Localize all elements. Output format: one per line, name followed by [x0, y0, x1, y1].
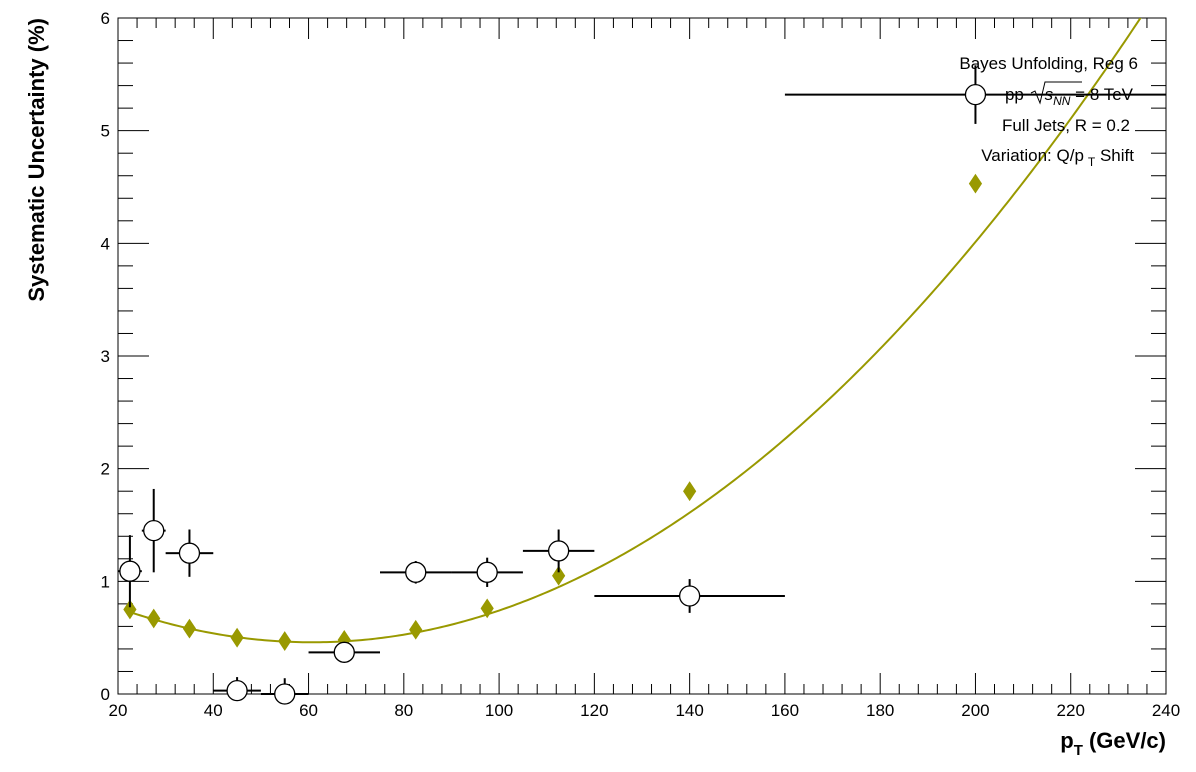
circle-point	[260, 678, 309, 705]
info-line-2-sub: NN	[1053, 94, 1071, 108]
info-line-4-sub: T	[1088, 155, 1096, 169]
diamond-point	[123, 599, 137, 620]
circle-series	[118, 65, 1166, 705]
y-tick-label: 1	[101, 572, 110, 591]
circle-marker	[964, 83, 987, 106]
diamond-point	[552, 565, 566, 586]
sqrt-sign	[1030, 81, 1082, 105]
y-tick-label: 2	[101, 460, 110, 479]
circle-marker	[405, 561, 427, 583]
diamond-point	[182, 618, 197, 639]
info-line-4-pre: Variation: Q/p	[981, 146, 1084, 165]
x-tick-label: 120	[580, 701, 608, 720]
diamond-point	[409, 619, 423, 640]
axis-ticks	[117, 17, 1167, 695]
circle-marker	[476, 561, 498, 583]
circle-point	[451, 557, 523, 587]
fit-curve	[129, 18, 1142, 644]
y-tick-label: 3	[101, 347, 110, 366]
diamond-point	[278, 631, 292, 651]
info-block: Bayes Unfolding, Reg 6 pp sNN = 8 TeV Fu…	[959, 54, 1138, 169]
circle-marker	[333, 641, 355, 663]
diamond-point	[147, 608, 161, 629]
y-axis-title: Systematic Uncertainty (%)	[24, 18, 49, 302]
x-tick-label: 240	[1152, 701, 1180, 720]
circle-marker	[143, 519, 165, 542]
fit-layer	[129, 18, 1142, 644]
x-tick-label: 100	[485, 701, 513, 720]
x-axis-title-unit: (GeV/c)	[1083, 728, 1166, 753]
circle-point	[594, 579, 785, 613]
x-tick-label: 80	[394, 701, 413, 720]
x-axis-title-p: p	[1060, 728, 1073, 753]
circle-point	[784, 65, 1166, 124]
x-tick-label: 180	[866, 701, 894, 720]
info-line-1: Bayes Unfolding, Reg 6	[959, 54, 1138, 73]
circle-point	[118, 535, 142, 608]
diamond-point	[230, 627, 244, 648]
x-tick-label: 200	[961, 701, 989, 720]
info-line-4-post: Shift	[1095, 146, 1134, 165]
circle-point	[380, 561, 452, 584]
circle-marker	[547, 540, 570, 562]
circle-marker	[226, 679, 248, 702]
x-axis-title-sub: T	[1074, 742, 1083, 759]
y-tick-label: 4	[101, 234, 110, 253]
circle-marker	[274, 683, 296, 705]
diamond-point	[683, 481, 697, 502]
circle-point	[522, 529, 595, 573]
diamond-point	[480, 598, 494, 619]
x-tick-label: 20	[109, 701, 128, 720]
x-tick-label: 160	[771, 701, 799, 720]
x-tick-label: 140	[675, 701, 703, 720]
y-tick-label: 5	[101, 122, 110, 141]
circle-point	[213, 677, 261, 702]
y-tick-label: 0	[101, 685, 110, 704]
circle-point	[141, 488, 166, 573]
circle-point	[165, 529, 214, 577]
info-line-2: pp sNN = 8 TeV	[1005, 85, 1134, 108]
y-tick-label: 6	[101, 9, 110, 28]
diamond-series	[123, 173, 983, 651]
x-tick-label: 40	[204, 701, 223, 720]
info-line-2-pre: pp	[1005, 85, 1029, 104]
x-axis-title: pT (GeV/c)	[1060, 728, 1166, 759]
tick-labels: 20 40 60 80 100 120 140 160 180 200 220 240 0 1 2 3 4 5 6	[101, 9, 1181, 720]
info-line-2-post: = 8 TeV	[1070, 85, 1133, 104]
x-tick-label: 60	[299, 701, 318, 720]
circle-marker	[119, 560, 141, 582]
info-line-4: Variation: Q/p T Shift	[981, 146, 1134, 169]
x-tick-label: 220	[1057, 701, 1085, 720]
info-line-2-s: s	[1045, 85, 1054, 104]
info-line-3: Full Jets, R = 0.2	[1002, 116, 1130, 135]
circle-marker	[678, 585, 701, 607]
circle-marker	[178, 542, 201, 564]
circle-point	[308, 641, 380, 663]
diamond-point	[968, 173, 983, 194]
